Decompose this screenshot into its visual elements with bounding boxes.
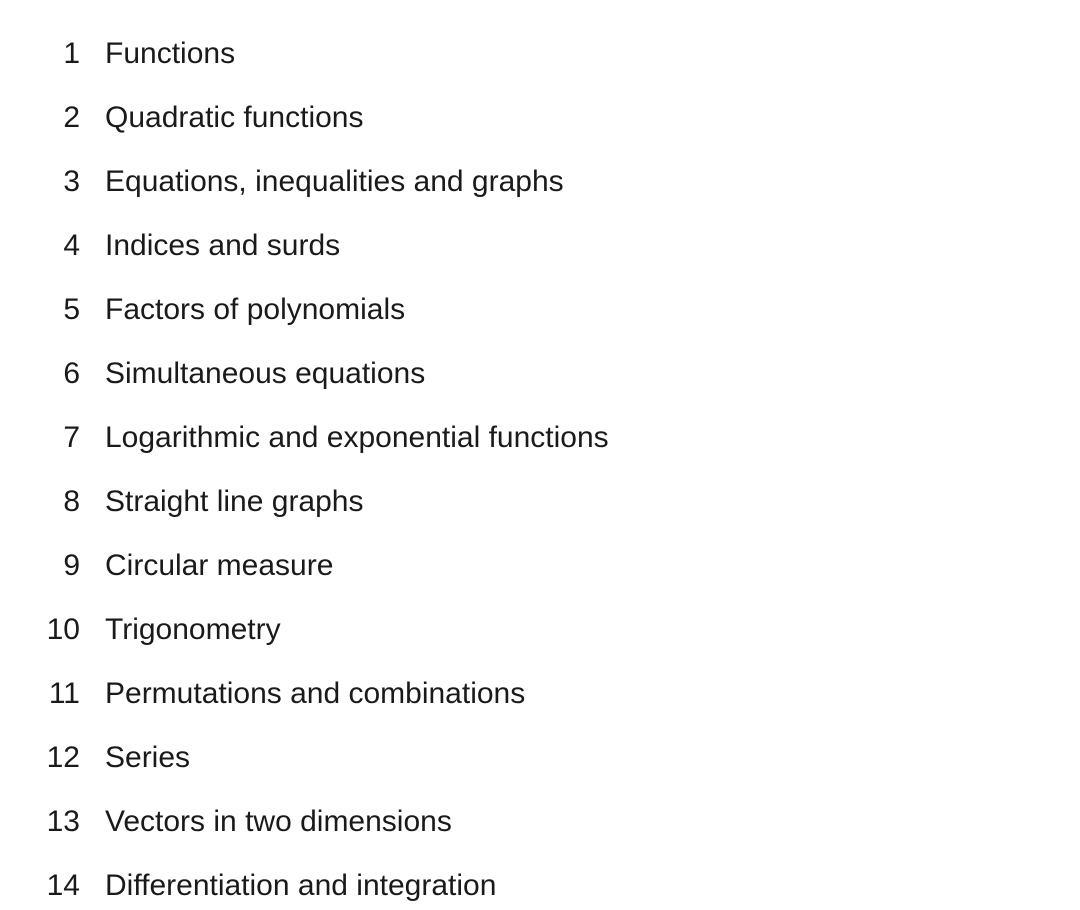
toc-title: Straight line graphs: [105, 478, 364, 526]
toc-title: Equations, inequalities and graphs: [105, 158, 564, 206]
toc-title: Quadratic functions: [105, 94, 363, 142]
toc-number: 5: [40, 286, 105, 334]
toc-item: 6 Simultaneous equations: [40, 350, 1040, 398]
toc-title: Series: [105, 734, 190, 782]
toc-item: 5 Factors of polynomials: [40, 286, 1040, 334]
toc-number: 4: [40, 222, 105, 270]
table-of-contents: 1 Functions 2 Quadratic functions 3 Equa…: [40, 30, 1040, 910]
toc-number: 12: [40, 734, 105, 782]
toc-title: Permutations and combinations: [105, 670, 525, 718]
toc-item: 9 Circular measure: [40, 542, 1040, 590]
toc-item: 12 Series: [40, 734, 1040, 782]
toc-number: 2: [40, 94, 105, 142]
toc-item: 2 Quadratic functions: [40, 94, 1040, 142]
toc-item: 4 Indices and surds: [40, 222, 1040, 270]
toc-number: 8: [40, 478, 105, 526]
toc-number: 11: [40, 670, 105, 718]
toc-title: Trigonometry: [105, 606, 281, 654]
toc-number: 13: [40, 798, 105, 846]
toc-item: 1 Functions: [40, 30, 1040, 78]
toc-number: 1: [40, 30, 105, 78]
toc-number: 9: [40, 542, 105, 590]
toc-item: 7 Logarithmic and exponential functions: [40, 414, 1040, 462]
toc-title: Logarithmic and exponential functions: [105, 414, 609, 462]
toc-title: Factors of polynomials: [105, 286, 405, 334]
toc-title: Circular measure: [105, 542, 333, 590]
toc-item: 8 Straight line graphs: [40, 478, 1040, 526]
toc-number: 10: [40, 606, 105, 654]
toc-title: Functions: [105, 30, 235, 78]
toc-title: Simultaneous equations: [105, 350, 425, 398]
toc-number: 14: [40, 862, 105, 910]
toc-item: 14 Differentiation and integration: [40, 862, 1040, 910]
toc-title: Differentiation and integration: [105, 862, 496, 910]
toc-number: 3: [40, 158, 105, 206]
toc-item: 11 Permutations and combinations: [40, 670, 1040, 718]
toc-item: 10 Trigonometry: [40, 606, 1040, 654]
toc-item: 3 Equations, inequalities and graphs: [40, 158, 1040, 206]
toc-number: 7: [40, 414, 105, 462]
toc-title: Vectors in two dimensions: [105, 798, 452, 846]
toc-item: 13 Vectors in two dimensions: [40, 798, 1040, 846]
toc-number: 6: [40, 350, 105, 398]
toc-title: Indices and surds: [105, 222, 340, 270]
